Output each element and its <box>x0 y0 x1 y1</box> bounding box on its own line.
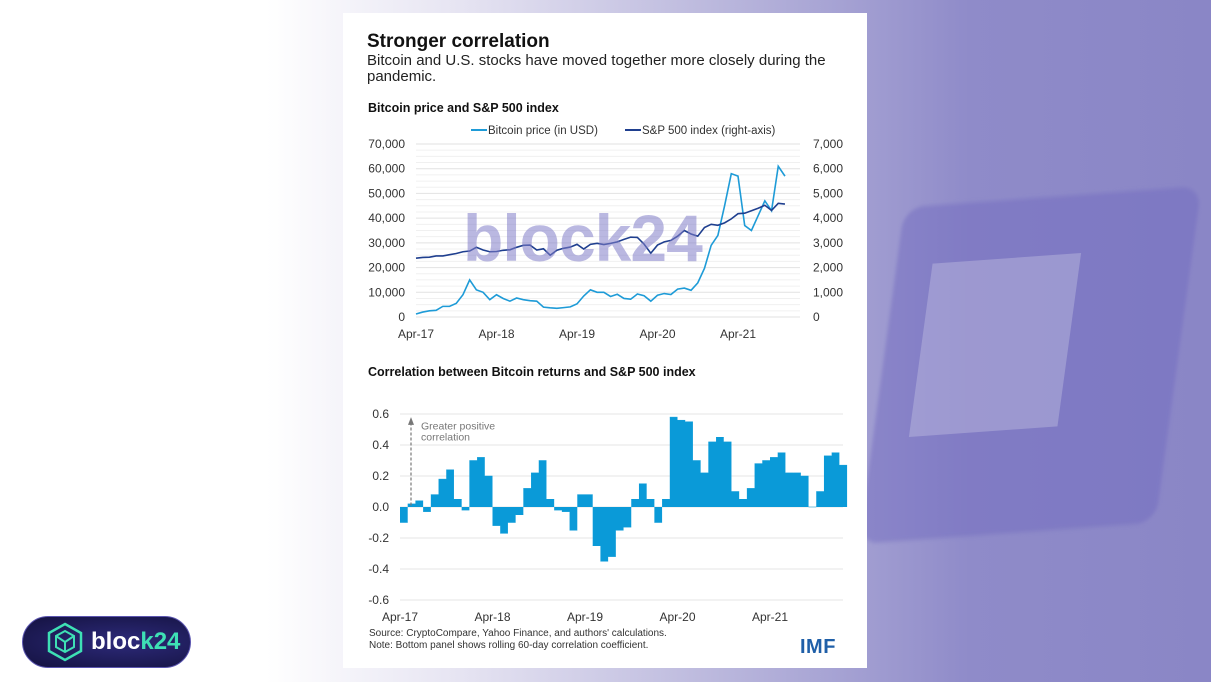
y-tick-left: 30,000 <box>368 236 405 250</box>
x-tick: Apr-20 <box>639 327 675 341</box>
y-tick-left: 20,000 <box>368 261 405 275</box>
y-tick-left: 50,000 <box>368 186 405 200</box>
cube-hexagon-icon <box>47 622 83 662</box>
y-tick-right: 5,000 <box>813 186 843 200</box>
source-note: Source: CryptoCompare, Yahoo Finance, an… <box>369 628 667 639</box>
y-tick-right: 3,000 <box>813 236 843 250</box>
y-tick-right: 1,000 <box>813 285 843 299</box>
badge-text-accent: k24 <box>140 628 181 655</box>
x-tick: Apr-19 <box>559 327 595 341</box>
annotation-text: Greater positive correlation <box>421 421 495 444</box>
y-tick: 0.0 <box>372 500 389 514</box>
y-tick-left: 40,000 <box>368 211 405 225</box>
y-tick: -0.2 <box>368 531 389 545</box>
x-tick: Apr-18 <box>478 327 514 341</box>
badge-text: bloc <box>91 628 141 655</box>
y-tick-left: 60,000 <box>368 162 405 176</box>
y-tick: 0.2 <box>372 469 389 483</box>
series-line-bitcoin <box>415 164 786 315</box>
x-tick: Apr-21 <box>720 327 756 341</box>
y-tick: -0.6 <box>368 593 389 607</box>
series-line-sp500 <box>415 202 786 259</box>
y-tick-right: 6,000 <box>813 162 843 176</box>
correlation-area <box>400 417 848 562</box>
y-tick: 0.4 <box>372 438 389 452</box>
y-tick-left: 70,000 <box>368 137 405 151</box>
y-tick-left: 0 <box>398 310 405 324</box>
y-tick-left: 10,000 <box>368 285 405 299</box>
subtitle: Bitcoin and U.S. stocks have moved toget… <box>367 52 826 85</box>
y-tick-right: 4,000 <box>813 211 843 225</box>
background-shape <box>908 252 1082 438</box>
x-tick: Apr-18 <box>474 610 510 624</box>
price-chart: 0 10,000 20,000 30,000 40,000 50,000 60,000 70,… <box>368 125 843 341</box>
top-chart-title: Bitcoin price and S&P 500 index <box>368 101 559 115</box>
x-tick: Apr-17 <box>382 610 418 624</box>
footnote: Note: Bottom panel shows rolling 60-day … <box>369 640 649 651</box>
legend-label: Bitcoin price (in USD) <box>488 125 598 137</box>
x-tick: Apr-20 <box>659 610 695 624</box>
bottom-chart-title: Correlation between Bitcoin returns and … <box>368 365 696 379</box>
y-tick-right: 2,000 <box>813 261 843 275</box>
legend-label: S&P 500 index (right-axis) <box>642 125 776 137</box>
page-title: Stronger correlation <box>367 31 550 52</box>
arrow-head-icon <box>408 417 414 425</box>
y-tick-right: 7,000 <box>813 137 843 151</box>
block24-badge[interactable]: block24 <box>22 616 191 668</box>
correlation-chart: -0.6 -0.4 -0.2 0.0 0.2 0.4 0.6 Apr-17 Apr-18 Apr-… <box>368 407 848 624</box>
y-tick: -0.4 <box>368 562 389 576</box>
y-tick-right: 0 <box>813 310 820 324</box>
y-tick: 0.6 <box>372 407 389 421</box>
imf-logo: IMF <box>800 636 836 658</box>
x-tick: Apr-21 <box>752 610 788 624</box>
x-tick: Apr-19 <box>567 610 603 624</box>
watermark: block24 <box>463 201 703 275</box>
chart-card: Stronger correlation Bitcoin and U.S. st… <box>343 13 867 668</box>
x-tick: Apr-17 <box>398 327 434 341</box>
